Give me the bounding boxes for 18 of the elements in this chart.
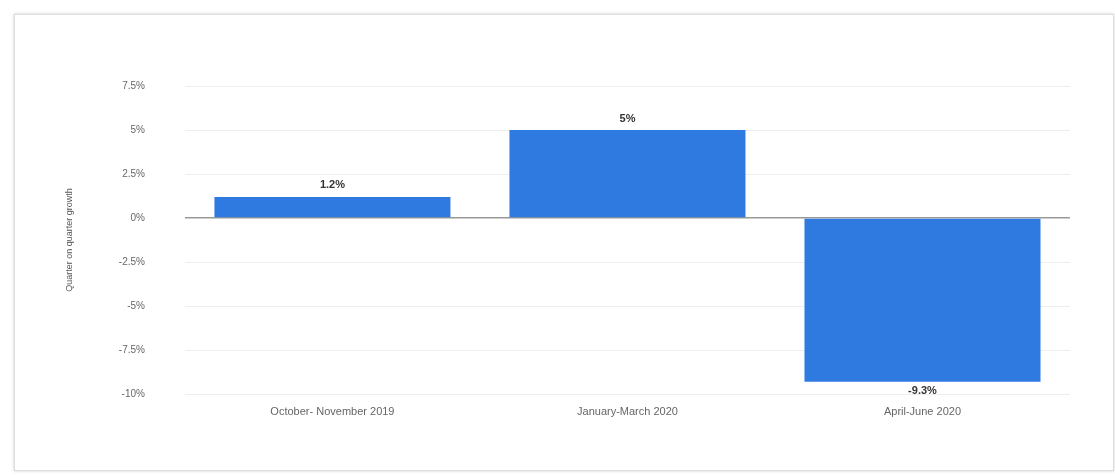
y-tick-label: 5% — [130, 123, 146, 135]
y-tick-label: -7.5% — [118, 343, 146, 355]
y-tick-label: 2.5% — [122, 167, 146, 179]
x-tick-label: October- November 2019 — [270, 404, 395, 417]
bar — [214, 196, 451, 218]
data-label: 5% — [619, 111, 636, 124]
data-label: -9.3% — [908, 384, 938, 397]
bar — [804, 218, 1041, 382]
y-tick-label: 7.5% — [122, 79, 146, 91]
y-tick-label: -2.5% — [118, 255, 146, 267]
x-tick-label: April-June 2020 — [883, 404, 962, 417]
y-tick-label: 0% — [130, 211, 146, 223]
x-tick-label: January-March 2020 — [577, 404, 678, 417]
data-label: 1.2% — [319, 178, 346, 191]
y-tick-label: -5% — [127, 299, 146, 311]
y-axis-title: Quarter on quarter growth — [63, 188, 74, 292]
y-tick-label: -10% — [121, 387, 146, 399]
bar — [509, 130, 746, 218]
